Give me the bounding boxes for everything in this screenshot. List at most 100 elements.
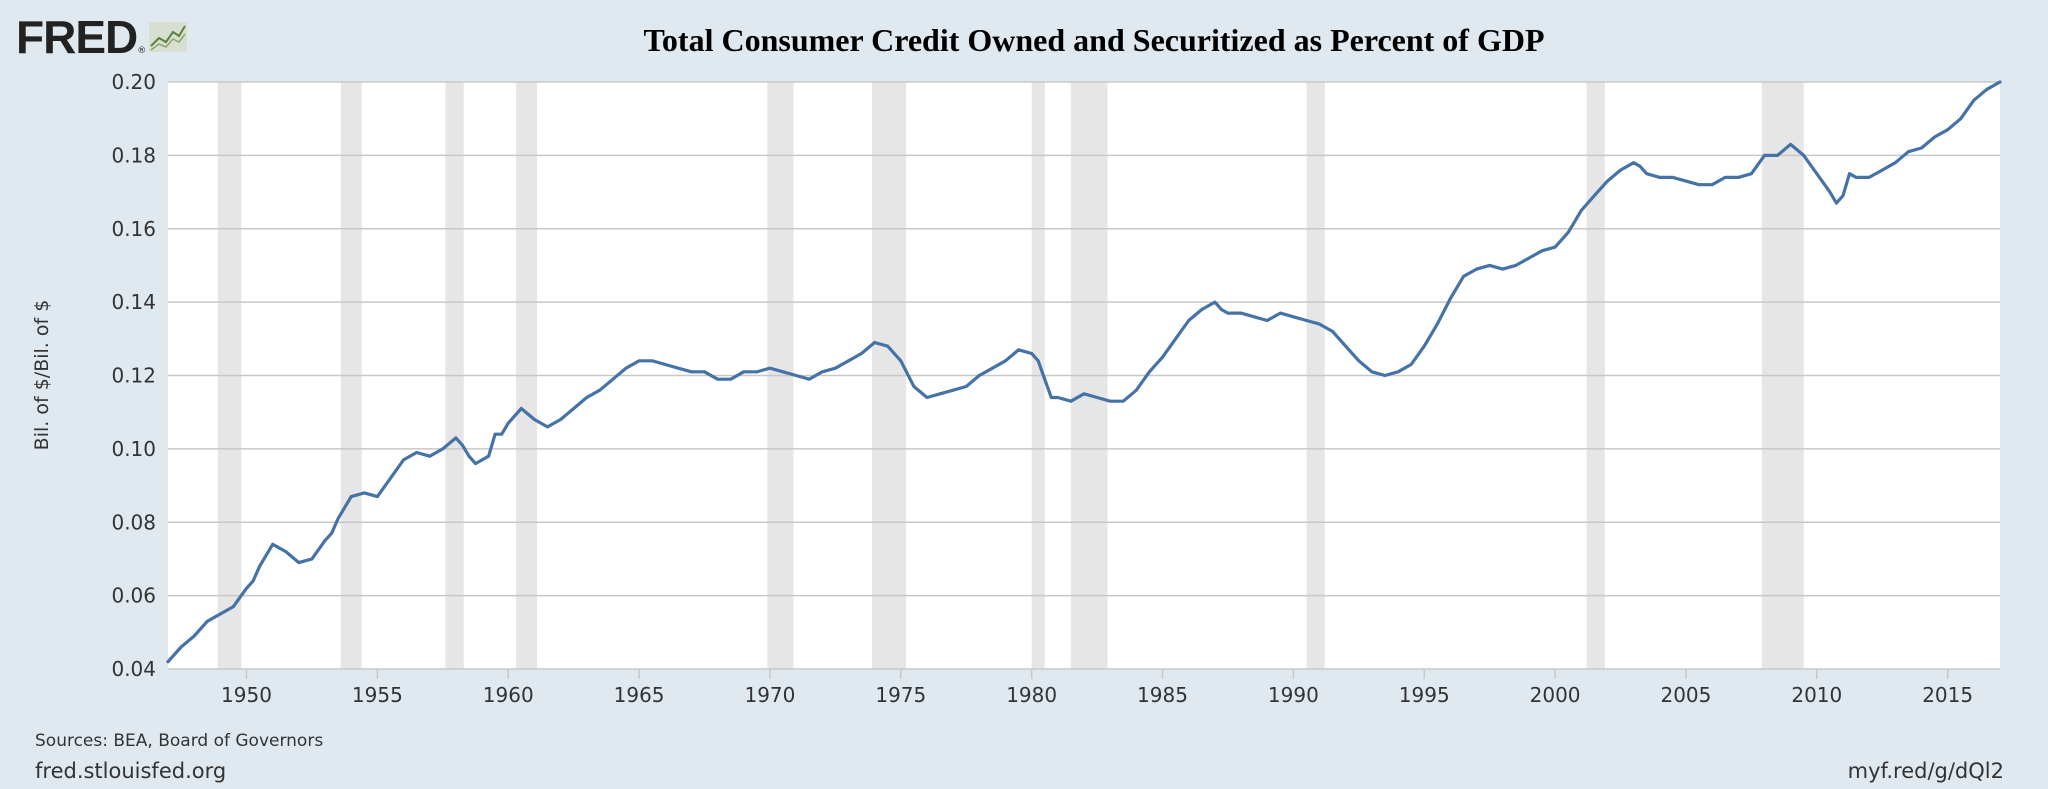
- data-point: [1331, 330, 1335, 333]
- data-point: [323, 539, 327, 542]
- data-point: [951, 388, 955, 392]
- data-point: [1658, 175, 1662, 179]
- fred-logo[interactable]: FRED ®: [16, 11, 188, 63]
- data-point: [1854, 175, 1858, 179]
- data-point: [1893, 161, 1897, 165]
- data-point: [415, 451, 419, 454]
- data-point: [559, 418, 562, 421]
- data-point: [912, 385, 916, 388]
- x-axis-ticks: 1950 1955 1960 1965 1970 1975 1980 1985 1990 1995…: [221, 669, 1973, 707]
- data-point: [480, 458, 484, 462]
- data-point: [1462, 275, 1465, 278]
- data-point: [611, 377, 615, 381]
- data-point: [1422, 344, 1426, 348]
- data-point: [1213, 300, 1217, 304]
- data-point: [1697, 183, 1701, 187]
- data-point: [1161, 355, 1164, 359]
- data-point: [205, 619, 209, 623]
- x-tick-label: 1995: [1399, 683, 1450, 707]
- data-point: [1848, 172, 1851, 176]
- data-point: [899, 359, 903, 363]
- data-point: [1527, 256, 1531, 260]
- data-point: [1638, 164, 1642, 168]
- data-point: [441, 447, 445, 451]
- data-point: [585, 396, 589, 399]
- data-point: [1370, 370, 1374, 374]
- data-point: [1475, 267, 1478, 271]
- data-point: [1056, 396, 1060, 399]
- series-points: [166, 80, 2002, 664]
- data-point: [336, 517, 340, 520]
- data-point: [781, 370, 785, 374]
- data-point: [487, 454, 490, 458]
- data-point: [690, 370, 693, 374]
- y-tick-label: 0.18: [111, 143, 156, 167]
- data-point: [1619, 168, 1622, 172]
- data-point: [1907, 150, 1910, 154]
- data-point: [1841, 194, 1845, 198]
- y-axis-label: Bil. of $/Bil. of $: [31, 300, 53, 451]
- data-point: [716, 377, 719, 381]
- chart-graph-icon: [149, 22, 188, 52]
- x-tick-label: 1960: [483, 683, 534, 707]
- data-point: [232, 605, 235, 609]
- data-point: [1566, 231, 1570, 234]
- data-point: [1501, 267, 1505, 271]
- data-point: [938, 392, 942, 396]
- data-point: [1972, 98, 1976, 102]
- fred-logo-text: FRED: [16, 11, 138, 63]
- data-point: [807, 377, 811, 381]
- data-point: [474, 462, 477, 465]
- data-point: [1030, 352, 1034, 355]
- data-point: [192, 634, 196, 638]
- data-point: [1396, 370, 1400, 374]
- gridlines: [168, 81, 2000, 597]
- data-point: [1449, 297, 1452, 300]
- data-point: [925, 396, 929, 399]
- data-point: [546, 425, 549, 429]
- data-point: [1318, 322, 1321, 326]
- data-point: [1121, 399, 1125, 403]
- data-point: [1959, 117, 1963, 121]
- data-point: [1763, 153, 1766, 157]
- data-point: [500, 432, 504, 436]
- data-point: [1278, 311, 1282, 315]
- data-point: [1291, 315, 1295, 319]
- data-point: [755, 370, 759, 374]
- chart-title: Total Consumer Credit Owned and Securiti…: [643, 22, 1545, 58]
- x-tick-label: 1975: [875, 683, 926, 707]
- site-link[interactable]: fred.stlouisfed.org: [35, 759, 227, 783]
- data-point: [330, 531, 333, 535]
- data-point: [1835, 201, 1838, 205]
- data-point: [1880, 168, 1884, 172]
- y-tick-label: 0.04: [111, 657, 156, 681]
- data-point: [1095, 396, 1099, 399]
- data-point: [637, 359, 641, 363]
- x-tick-label: 1985: [1137, 683, 1188, 707]
- data-point: [1148, 370, 1151, 374]
- data-point: [1579, 209, 1583, 212]
- data-point: [1004, 359, 1007, 363]
- data-point: [598, 388, 602, 392]
- data-point: [1174, 337, 1177, 341]
- data-point: [1684, 179, 1688, 183]
- short-link[interactable]: myf.red/g/dQl2: [1847, 759, 2004, 783]
- data-point: [1592, 194, 1596, 198]
- data-point: [1776, 153, 1779, 157]
- data-point: [1710, 183, 1714, 187]
- data-point: [297, 561, 301, 565]
- data-point: [1946, 128, 1950, 132]
- data-point: [991, 366, 994, 370]
- data-point: [663, 363, 667, 366]
- data-point: [1828, 190, 1832, 194]
- data-point: [1036, 359, 1040, 363]
- x-tick-label: 1970: [744, 683, 795, 707]
- x-tick-label: 1955: [352, 683, 403, 707]
- data-point: [1867, 175, 1871, 179]
- data-point: [1985, 87, 1989, 91]
- y-tick-label: 0.06: [111, 584, 156, 608]
- y-tick-label: 0.12: [111, 364, 156, 388]
- y-tick-label: 0.16: [111, 217, 156, 241]
- data-point: [1749, 172, 1753, 176]
- data-point: [833, 366, 837, 370]
